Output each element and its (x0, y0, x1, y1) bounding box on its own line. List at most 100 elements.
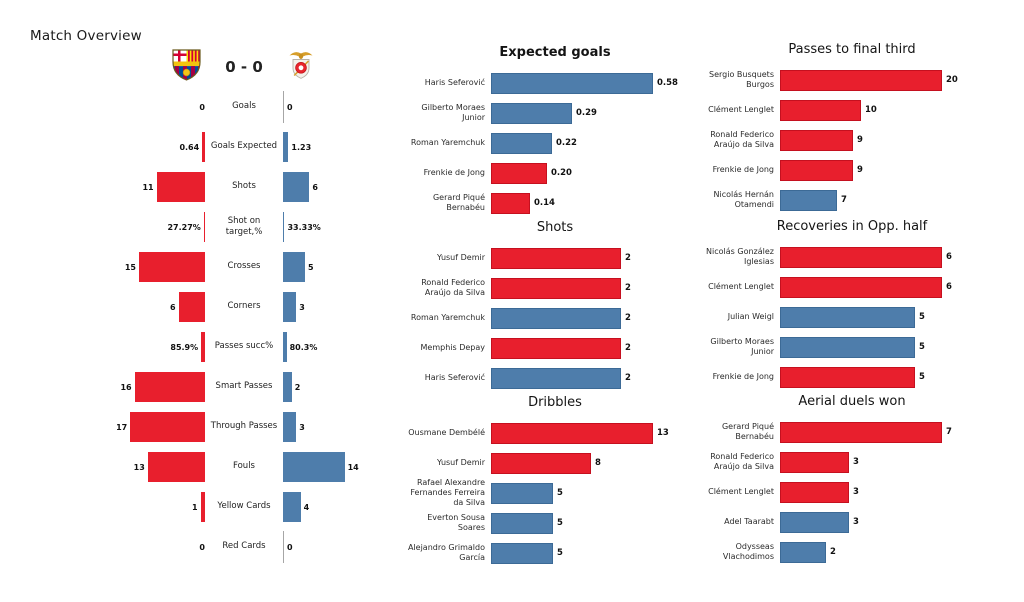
chart-title: Shots (536, 220, 574, 235)
zero-line (283, 91, 284, 123)
away-bar (491, 367, 621, 389)
bar-row: Odysseas Vlachodimos 2 (694, 537, 1010, 567)
away-bar (491, 482, 553, 504)
value-label: 6 (946, 252, 952, 262)
away-value: 6 (312, 182, 318, 192)
away-bar (283, 212, 285, 242)
player-label: Nicolás Hernán Otamendi (713, 190, 774, 209)
home-bar (491, 162, 547, 184)
away-value: 3 (299, 302, 305, 312)
home-value: 11 (142, 182, 154, 192)
away-cell: 3 (283, 292, 388, 322)
value-label: 5 (557, 518, 563, 528)
player-label: Ousmane Dembélé (408, 428, 485, 438)
home-bar (491, 277, 621, 299)
player-label: Adel Taarabt (724, 517, 774, 527)
player-label: Ronald Federico Araújo da Silva (710, 452, 774, 471)
value-label: 0.20 (551, 168, 572, 178)
metric-label: Goals Expected (210, 141, 278, 152)
aerial-duels-chart: Aerial duels won Gerard Piqué Bernabéu 7 R… (694, 394, 1010, 567)
metric-label: Yellow Cards (217, 501, 271, 512)
away-bar (283, 332, 287, 362)
home-cell: 1 (100, 492, 205, 522)
metric-label: Passes succ% (214, 341, 274, 352)
home-cell: 0.64 (100, 132, 205, 162)
home-cell: 15 (100, 252, 205, 282)
player-label: Gilberto Moraes Junior (421, 103, 485, 122)
dribbles-chart: Dribbles Ousmane Dembélé 13 Yusuf Demir 8 Ra… (405, 395, 705, 568)
away-cell: 2 (283, 372, 388, 402)
player-label: Roman Yaremchuk (410, 313, 485, 323)
away-bar (283, 172, 310, 202)
home-value: 13 (133, 462, 145, 472)
home-bar (780, 99, 861, 121)
player-label: Roman Yaremchuk (410, 138, 485, 148)
player-label: Gerard Piqué Bernabéu (721, 422, 774, 441)
value-label: 2 (625, 343, 631, 353)
home-value: 0 (199, 542, 205, 552)
home-bar (178, 292, 205, 322)
home-cell: 11 (100, 172, 205, 202)
value-label: 5 (919, 342, 925, 352)
away-value: 0 (287, 102, 293, 112)
metric-label: Smart Passes (215, 381, 273, 392)
bar-row: Roman Yaremchuk 2 (405, 303, 705, 333)
away-bar (491, 72, 653, 94)
bar-row: Memphis Depay 2 (405, 333, 705, 363)
bar-row: Adel Taarabt 3 (694, 507, 1010, 537)
away-value: 0 (287, 542, 293, 552)
page-title: Match Overview (30, 28, 142, 44)
value-label: 2 (625, 373, 631, 383)
overview-row: 13 Fouls 14 (100, 447, 388, 487)
match-score: 0 - 0 (225, 58, 263, 76)
home-cell: 17 (100, 412, 205, 442)
away-bar (780, 306, 915, 328)
away-bar (780, 511, 849, 533)
away-value: 14 (347, 462, 359, 472)
overview-row: 17 Through Passes 3 (100, 407, 388, 447)
away-bar (283, 452, 345, 482)
away-value: 2 (294, 382, 301, 392)
player-label: Frenkie de Jong (423, 168, 485, 178)
bar-row: Frenkie de Jong 0.20 (405, 158, 705, 188)
overview-row: 16 Smart Passes 2 (100, 367, 388, 407)
bar-row: Nicolás González Iglesias 6 (694, 242, 1010, 272)
bar-row: Nicolás Hernán Otamendi 7 (694, 185, 1010, 215)
home-bar (147, 452, 205, 482)
player-label: Clément Lenglet (708, 105, 774, 115)
away-bar (283, 492, 301, 522)
value-label: 3 (853, 487, 859, 497)
value-label: 7 (841, 195, 847, 205)
bar-row: Yusuf Demir 2 (405, 243, 705, 273)
home-bar (780, 246, 942, 268)
value-label: 3 (853, 457, 859, 467)
away-cell: 4 (283, 492, 388, 522)
player-label: Everton Sousa Soares (427, 513, 485, 532)
passes-final-third-chart: Passes to final third Sergio Busquets Bu… (694, 42, 1010, 215)
bar-row: Clément Lenglet 6 (694, 272, 1010, 302)
bar-row: Frenkie de Jong 5 (694, 362, 1010, 392)
value-label: 2 (830, 547, 836, 557)
value-label: 3 (853, 517, 859, 527)
away-bar (780, 189, 837, 211)
player-label: Odysseas Vlachodimos (722, 542, 774, 561)
benfica-crest-icon (287, 49, 315, 86)
away-bar (283, 412, 297, 442)
player-label: Haris Seferović (424, 78, 485, 88)
bar-row: Ronald Federico Araújo da Silva 2 (405, 273, 705, 303)
home-bar (780, 481, 849, 503)
bar-row: Gerard Piqué Bernabéu 7 (694, 417, 1010, 447)
value-label: 13 (657, 428, 669, 438)
bar-row: Haris Seferović 2 (405, 363, 705, 393)
home-bar (491, 192, 530, 214)
value-label: 10 (865, 105, 877, 115)
home-bar (201, 332, 205, 362)
away-bar (283, 372, 292, 402)
bar-row: Alejandro Grimaldo García 5 (405, 538, 705, 568)
value-label: 20 (946, 75, 958, 85)
value-label: 2 (625, 313, 631, 323)
player-label: Rafael Alexandre Fernandes Ferreira da S… (410, 478, 485, 507)
home-cell: 0 (100, 103, 205, 112)
away-bar (491, 542, 553, 564)
bar-row: Gilberto Moraes Junior 0.29 (405, 98, 705, 128)
